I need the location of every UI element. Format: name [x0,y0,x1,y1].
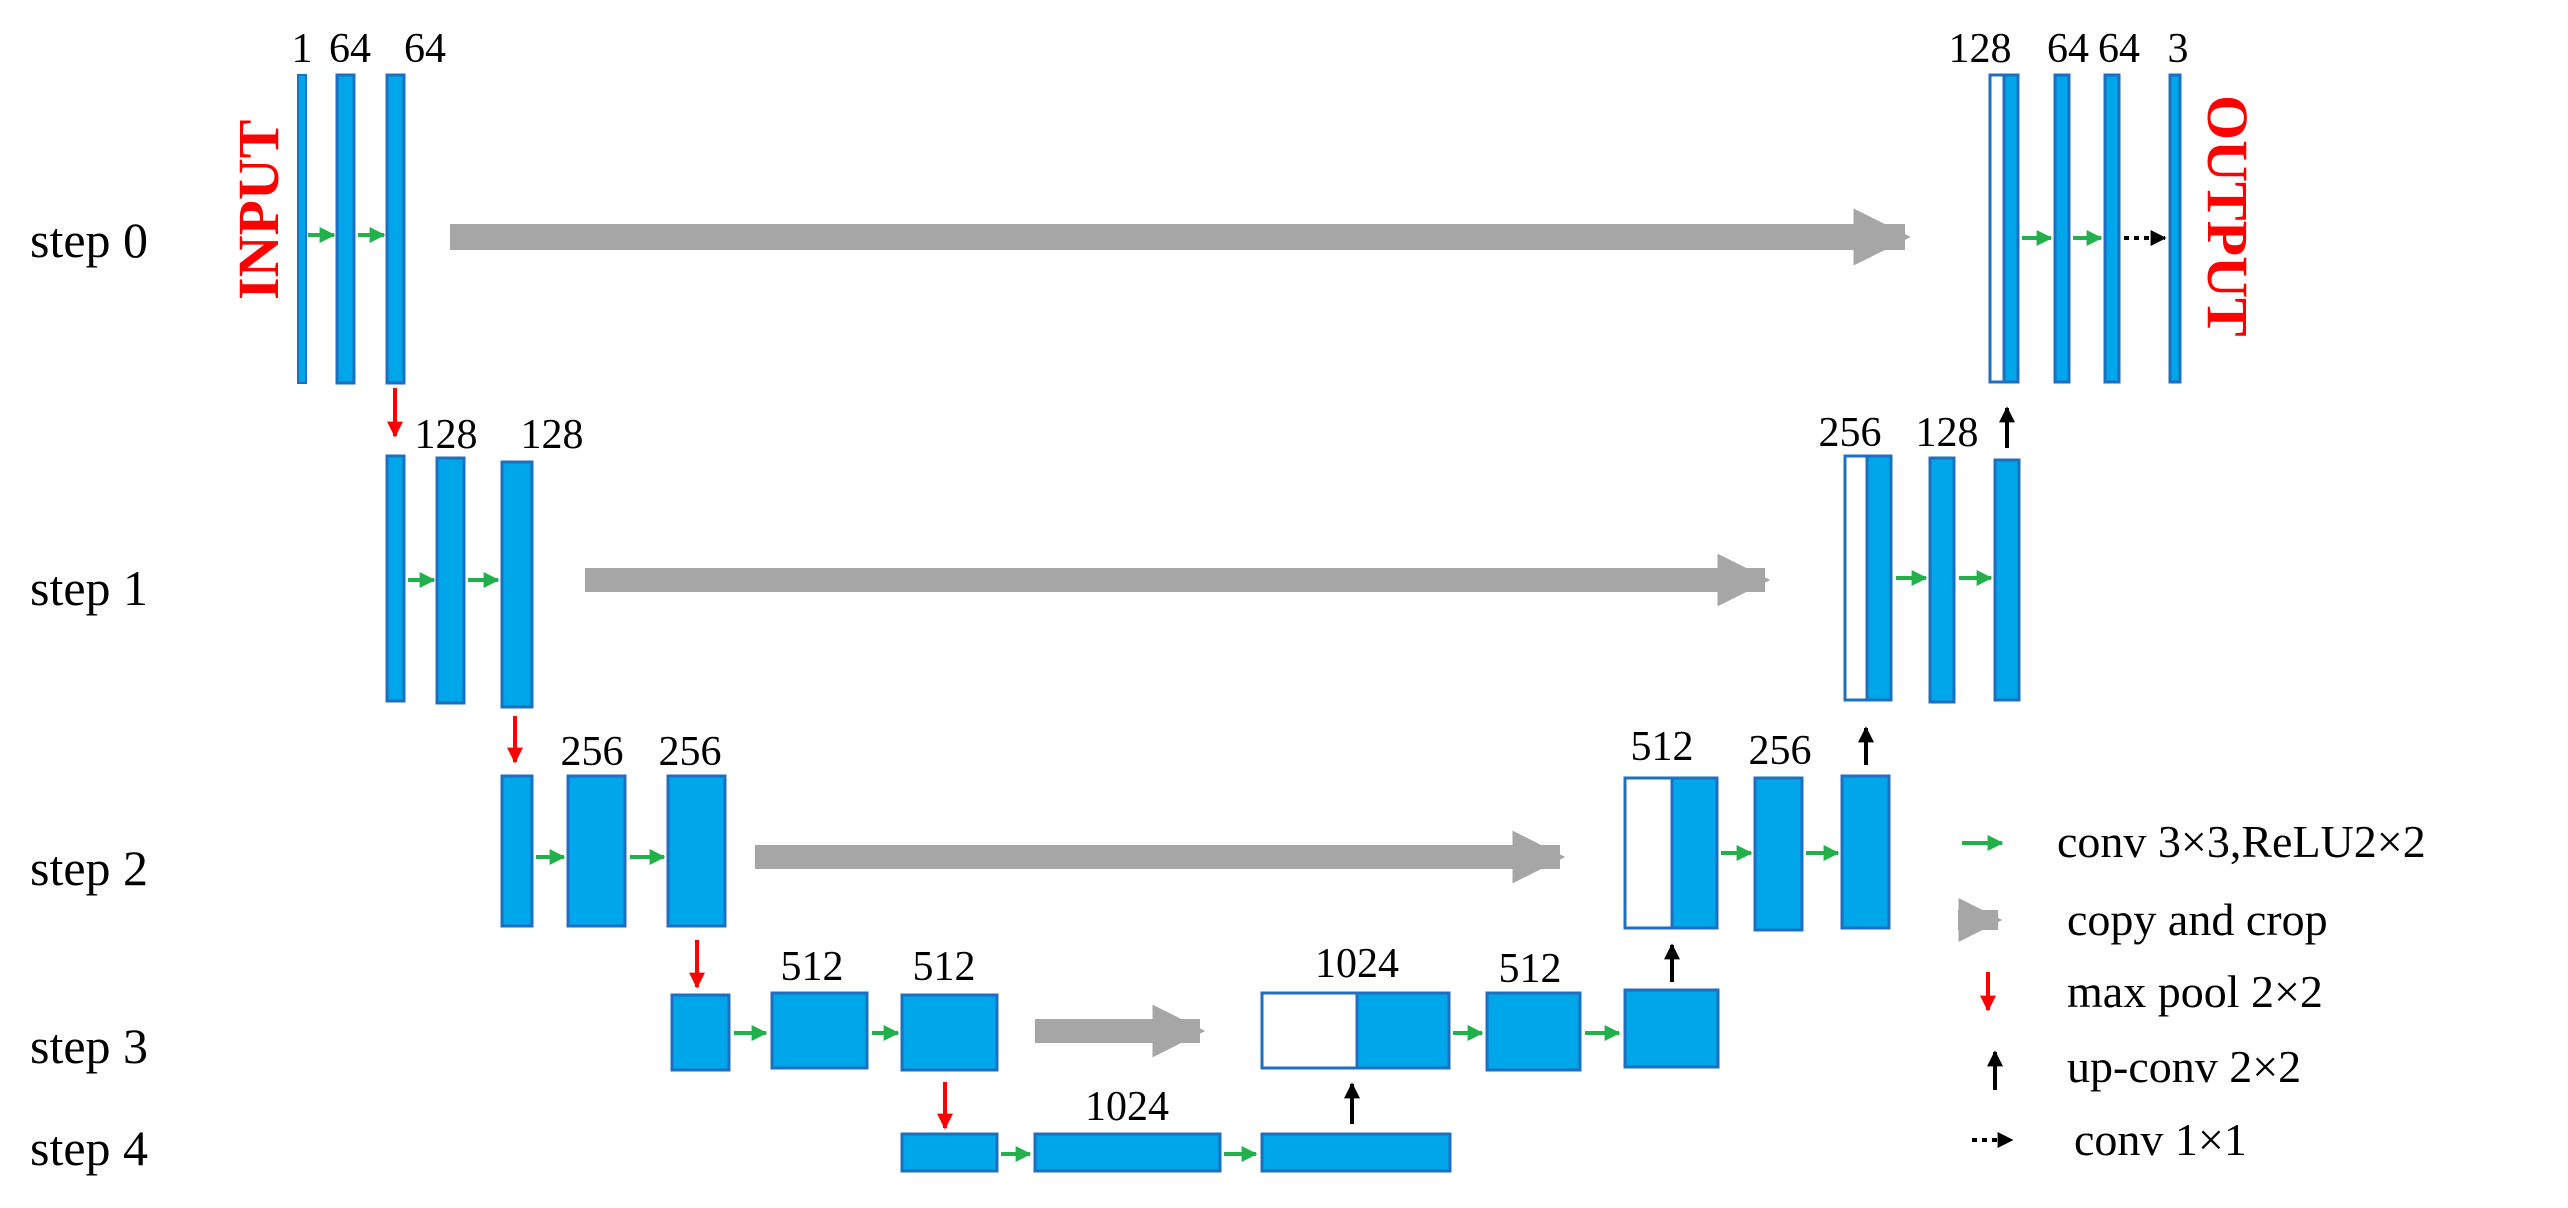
feature-map-step2-up-c1 [1753,776,1804,932]
channel-label: 512 [1499,946,1562,992]
upsampled-feature-map-step1 [1865,454,1893,702]
feature-map-step3-up-c2 [1623,988,1720,1069]
step-label-0: step 0 [30,212,148,268]
channel-label: 128 [1916,410,1979,456]
channel-label: 1 [292,26,313,72]
legend-conv1-label: conv 1×1 [2074,1114,2247,1165]
feature-map-step3-c2 [900,993,999,1072]
copied-feature-map-step1 [1843,454,1869,702]
feature-map-output [2168,73,2182,384]
feature-map-step1-up-c2 [1993,458,2021,702]
channel-label: 512 [1631,724,1694,770]
channel-label: 3 [2168,26,2189,72]
channel-label: 64 [329,26,371,72]
feature-map-step4-in [900,1132,999,1173]
feature-map-step0-c2 [385,73,406,385]
channel-label: 256 [561,729,624,775]
feature-map-step4-c1 [1033,1132,1222,1173]
step-label-3: step 3 [30,1018,148,1074]
channel-label: 64 [2098,26,2140,72]
copied-feature-map-step0 [1988,73,2006,384]
feature-map-step3-in [670,993,731,1072]
step-label-4: step 4 [30,1120,148,1176]
channel-label: 128 [415,412,478,458]
feature-map-step1-up-c1 [1928,456,1956,704]
upsampled-feature-map-step2 [1670,776,1719,930]
feature-map-step2-c1 [566,774,627,928]
channel-label: 512 [781,944,844,990]
feature-map-input [297,74,307,384]
feature-map-step0-c1 [335,73,356,385]
feature-map-step2-c2 [666,774,727,928]
channel-label: 1024 [1085,1084,1169,1130]
feature-map-step1-in [385,454,406,703]
feature-map-step3-up-c1 [1485,991,1582,1072]
channel-label: 64 [404,26,446,72]
copied-feature-map-step3 [1260,991,1359,1070]
feature-map-step2-up-c2 [1840,774,1891,930]
channel-label: 256 [1749,728,1812,774]
channel-label: 1024 [1315,941,1399,987]
channel-label: 256 [1819,410,1882,456]
feature-map-step1-c1 [435,456,466,705]
input-label: INPUT [226,120,291,300]
feature-map-step3-c1 [770,991,869,1070]
channel-label: 64 [2047,26,2089,72]
legend-copy-label: copy and crop [2067,894,2328,945]
upsampled-feature-map-step0 [2002,73,2020,384]
feature-map-step1-c2 [500,460,534,709]
legend-upconv-label: up-conv 2×2 [2067,1041,2301,1092]
output-label: OUTPUT [2195,95,2260,337]
upsampled-feature-map-step3 [1355,991,1451,1070]
legend-conv-label: conv 3×3,ReLU2×2 [2057,816,2426,867]
step-label-1: step 1 [30,560,148,616]
channel-label: 512 [913,944,976,990]
legend: conv 3×3,ReLU2×2 copy and crop max pool … [1958,816,2426,1165]
channel-label: 256 [659,729,722,775]
feature-map-step0-up-c2 [2103,73,2121,384]
feature-map-step0-up-c1 [2053,73,2071,384]
legend-pool-label: max pool 2×2 [2067,966,2323,1017]
feature-map-step2-in [500,774,534,928]
channel-label: 128 [521,412,584,458]
copied-feature-map-step2 [1623,776,1674,930]
channel-label: 128 [1949,26,2012,72]
step-label-2: step 2 [30,840,148,896]
feature-map-step4-c2 [1260,1132,1452,1173]
